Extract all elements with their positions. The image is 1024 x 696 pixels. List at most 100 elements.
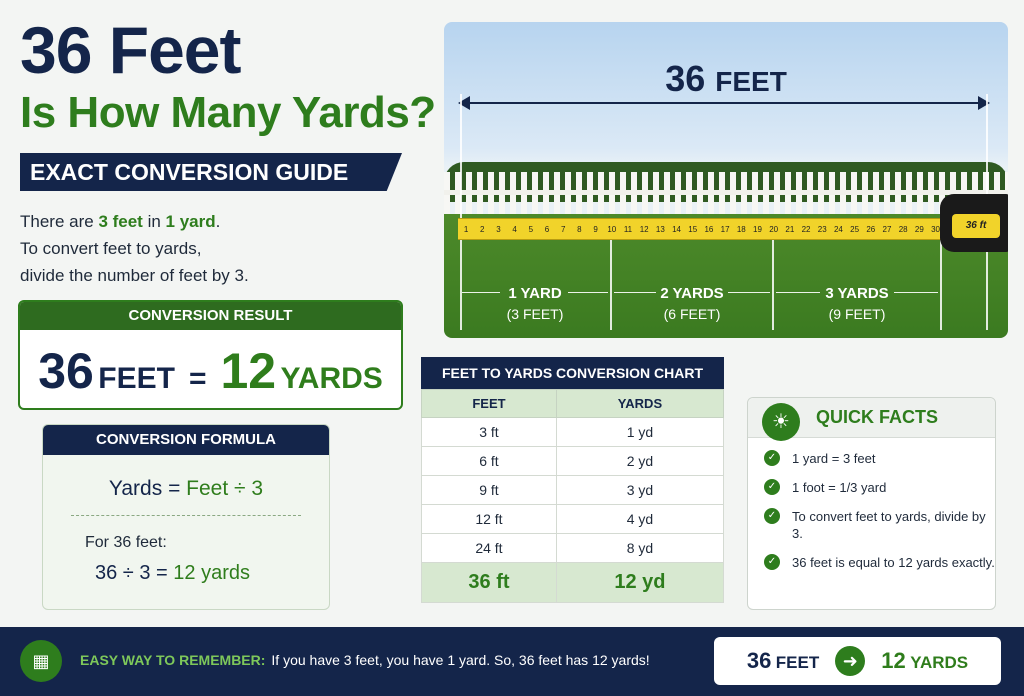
cell-yards: 2 yd (555, 446, 725, 476)
table-header-row: FEET YARDS (421, 389, 725, 418)
tape-mark: 26 (866, 224, 876, 234)
measuring-tape: 1 2 3 4 5 6 7 8 9 10 11 12 13 14 15 16 17 18 19 20 21 22 23 24 2… (458, 218, 944, 240)
segment-line (614, 292, 656, 293)
intro-mid: in (142, 212, 166, 231)
tape-mark: 15 (688, 224, 698, 234)
intro-line3: divide the number of feet by 3. (20, 266, 249, 285)
fact-text: To convert feet to yards, divide by 3. (792, 509, 986, 541)
table-row: 6 ft 2 yd (421, 446, 725, 476)
intro-text: There are 3 feet in 1 yard. To convert f… (20, 208, 249, 289)
quick-facts-card: ☀ QUICK FACTS ✓ 1 yard = 3 feet ✓ 1 foot =… (747, 397, 996, 610)
cell-yards: 3 yd (555, 475, 725, 505)
footer-feet-num: 36 (746, 648, 772, 673)
conversion-result-card: CONVERSION RESULT 36 FEET = 12 YARDS (18, 300, 403, 410)
yard-photo: 36 FEET 1 2 3 4 5 6 7 8 9 10 11 12 13 14 15 16 17 18 19 20 2… (444, 22, 1008, 338)
marker-line-1yd (610, 222, 612, 330)
tape-case-label: 36 ft (952, 214, 1000, 238)
intro-feet: 3 feet (98, 212, 143, 231)
conversion-table: FEET YARDS 3 ft 1 yd 6 ft 2 yd 9 ft 3 yd 12… (421, 389, 725, 603)
cell-yards: 8 yd (555, 533, 725, 563)
table-row: 12 ft 4 yd (421, 504, 725, 534)
formula-lhs: Yards (108, 477, 163, 500)
formula-divider (71, 515, 301, 516)
segment-line (776, 292, 820, 293)
fact-item: ✓ 36 feet is equal to 12 yards exactly. (764, 554, 995, 571)
fact-item: ✓ 1 yard = 3 feet (764, 450, 995, 467)
tape-mark: 25 (850, 224, 860, 234)
fact-text: 36 feet is equal to 12 yards exactly. (792, 555, 995, 570)
formula-eq: = (168, 477, 181, 500)
footer-feet-unit: FEET (775, 653, 820, 672)
footer-text: EASY WAY TO REMEMBER: If you have 3 feet,… (80, 652, 650, 668)
segment-2: 2 YARDS (6 FEET) (654, 284, 730, 324)
cell-feet: 24 ft (421, 533, 557, 563)
footer-bar: ▦ EASY WAY TO REMEMBER: If you have 3 fee… (0, 627, 1024, 696)
tape-measure-case: 36 ft (940, 194, 1008, 252)
chart-header: FEET TO YARDS CONVERSION CHART (421, 357, 724, 389)
photo-title-unit: FEET (715, 66, 787, 97)
tape-mark: 9 (593, 224, 598, 234)
photo-title-num: 36 (665, 58, 706, 99)
cell-feet-highlight: 36 ft (421, 562, 557, 603)
intro-yard: 1 yard (165, 212, 216, 231)
page-subtitle: Is How Many Yards? (20, 88, 436, 137)
segment-3: 3 YARDS (9 FEET) (818, 284, 896, 324)
tape-mark: 21 (785, 224, 795, 234)
cell-yards: 4 yd (555, 504, 725, 534)
tape-mark: 18 (736, 224, 746, 234)
formula-calc-eq: = (156, 562, 168, 584)
fact-item: ✓ 1 foot = 1/3 yard (764, 479, 995, 496)
cell-yards: 1 yd (555, 417, 725, 447)
segment-2-label: 2 YARDS (660, 285, 724, 302)
segment-1: 1 YARD (3 FEET) (500, 284, 570, 324)
tape-mark: 4 (512, 224, 517, 234)
tape-mark: 29 (914, 224, 924, 234)
table-row: 24 ft 8 yd (421, 533, 725, 563)
marker-line-3yd (940, 222, 942, 330)
tape-mark: 5 (528, 224, 534, 234)
tape-mark: 6 (544, 224, 550, 234)
tape-mark: 24 (833, 224, 843, 234)
formula-for-label: For 36 feet: (85, 534, 167, 551)
footer-message: If you have 3 feet, you have 1 yard. So,… (271, 652, 650, 668)
marker-line-start (460, 94, 462, 330)
formula-rhs: Feet ÷ 3 (186, 477, 264, 500)
result-equals: = (188, 362, 207, 395)
tape-mark: 28 (898, 224, 908, 234)
fact-text: 1 foot = 1/3 yard (792, 480, 887, 495)
tape-mark: 14 (672, 224, 681, 234)
conversion-chart: FEET TO YARDS CONVERSION CHART FEET YARD… (421, 357, 725, 603)
result-yards-value: 12 (220, 343, 277, 399)
col-feet-header: FEET (421, 389, 557, 418)
segment-line (894, 292, 938, 293)
lightbulb-icon: ☀ (762, 402, 800, 441)
tape-mark: 30 (931, 224, 940, 234)
result-yards-unit: YARDS (280, 362, 383, 395)
marker-line-2yd (772, 222, 774, 330)
segment-line (462, 292, 500, 293)
fact-item: ✓ To convert feet to yards, divide by 3. (764, 508, 995, 542)
table-row: 3 ft 1 yd (421, 417, 725, 447)
result-feet-unit: FEET (98, 362, 175, 395)
arrow-right-icon: ➜ (835, 646, 866, 676)
result-feet-value: 36 (38, 343, 94, 399)
fact-text: 1 yard = 3 feet (792, 451, 876, 466)
tape-mark: 22 (801, 224, 811, 234)
tape-mark: 19 (753, 224, 762, 234)
segment-1-label: 1 YARD (508, 285, 562, 302)
tape-mark: 10 (607, 224, 617, 234)
page-title: 36 Feet (20, 13, 241, 87)
footer-yards-num: 12 (881, 648, 906, 673)
guide-banner: EXACT CONVERSION GUIDE (20, 153, 402, 191)
formula-calc-lhs: 36 ÷ 3 (95, 562, 151, 584)
segment-3-label: 3 YARDS (825, 285, 889, 302)
segment-line (728, 292, 770, 293)
check-icon: ✓ (764, 554, 780, 570)
intro-end: . (215, 212, 221, 231)
tape-mark: 12 (639, 224, 649, 234)
quick-facts-title: QUICK FACTS (816, 407, 939, 427)
calculator-icon: ▦ (20, 640, 62, 682)
cell-feet: 6 ft (421, 446, 557, 476)
conversion-formula-card: CONVERSION FORMULA Yards = Feet ÷ 3 For … (42, 424, 330, 610)
segment-3-sub: (9 FEET) (828, 306, 886, 322)
